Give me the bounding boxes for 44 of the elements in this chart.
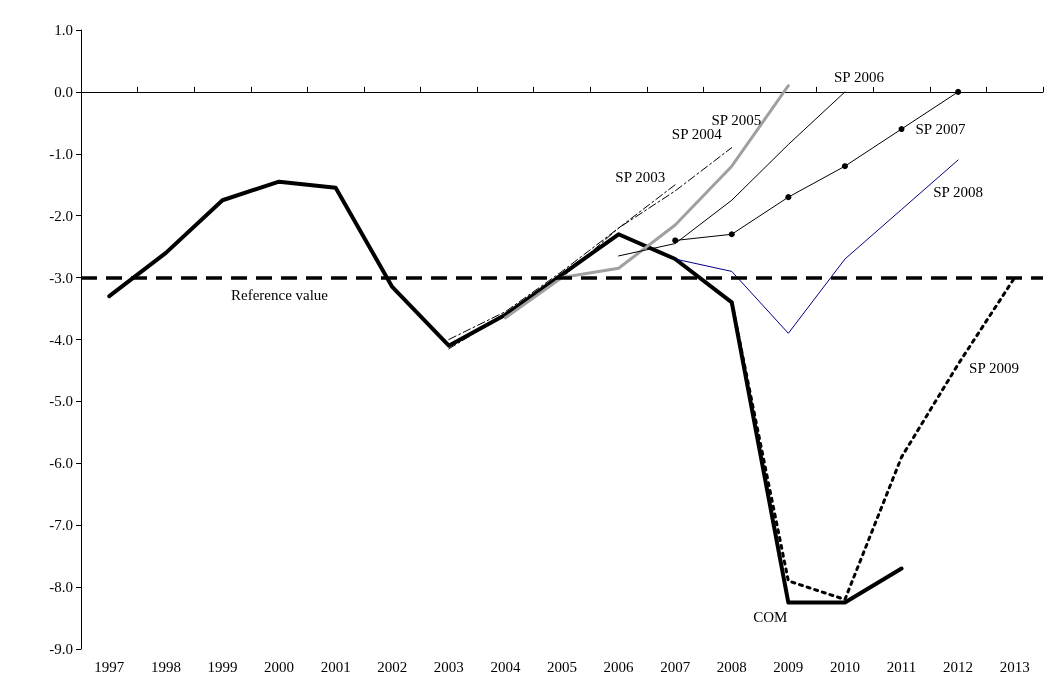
line-series xyxy=(503,84,790,320)
x-tick-label: 2010 xyxy=(829,658,860,675)
point xyxy=(898,126,905,133)
point xyxy=(785,194,792,201)
point xyxy=(841,163,848,170)
y-tick-label: -8.0 xyxy=(49,579,73,596)
y-tick-label: -7.0 xyxy=(49,517,73,534)
x-tick-label: 2003 xyxy=(433,658,464,675)
x-tick-label: 2004 xyxy=(490,658,521,675)
point xyxy=(672,237,679,244)
x-tick-label: 2012 xyxy=(943,658,974,675)
x-tick-label: 2007 xyxy=(660,658,691,675)
y-tick-label: -2.0 xyxy=(49,207,73,224)
point xyxy=(728,231,735,238)
y-tick-label: -4.0 xyxy=(49,331,73,348)
y-tick-label: -3.0 xyxy=(49,269,73,286)
x-tick-label: 2001 xyxy=(320,658,351,675)
y-tick-label: 1.0 xyxy=(54,22,73,38)
series-label: SP 2006 xyxy=(834,69,885,86)
x-tick-label: 2008 xyxy=(716,658,747,675)
x-tick-label: 2006 xyxy=(603,658,635,675)
series-label: SP 2004 xyxy=(671,125,723,142)
x-tick-label: 2005 xyxy=(547,658,577,675)
series-label: COM xyxy=(753,609,788,626)
ref-line-label: Reference value xyxy=(231,287,329,304)
series-label: SP 2003 xyxy=(615,168,666,185)
series-label: SP 2009 xyxy=(969,360,1020,377)
y-tick-label: 0.0 xyxy=(54,83,73,100)
series-label: SP 2007 xyxy=(915,121,966,138)
x-tick-label: 1998 xyxy=(150,658,181,675)
series-label: SP 2005 xyxy=(711,111,762,128)
y-tick-label: -1.0 xyxy=(49,145,73,162)
y-tick-label: -9.0 xyxy=(49,641,73,657)
x-tick-label: 2000 xyxy=(264,658,295,675)
series-label: SP 2008 xyxy=(933,184,984,201)
x-tick-label: 2002 xyxy=(377,658,408,675)
x-tick-label: 1997 xyxy=(94,658,125,675)
y-tick-label: -6.0 xyxy=(49,455,73,472)
x-tick-label: 2013 xyxy=(999,658,1030,675)
x-tick-label: 2009 xyxy=(773,658,804,675)
y-tick-label: -5.0 xyxy=(49,393,73,410)
point xyxy=(955,88,962,95)
x-tick-label: 2011 xyxy=(886,658,917,675)
x-tick-label: 1999 xyxy=(207,658,238,675)
